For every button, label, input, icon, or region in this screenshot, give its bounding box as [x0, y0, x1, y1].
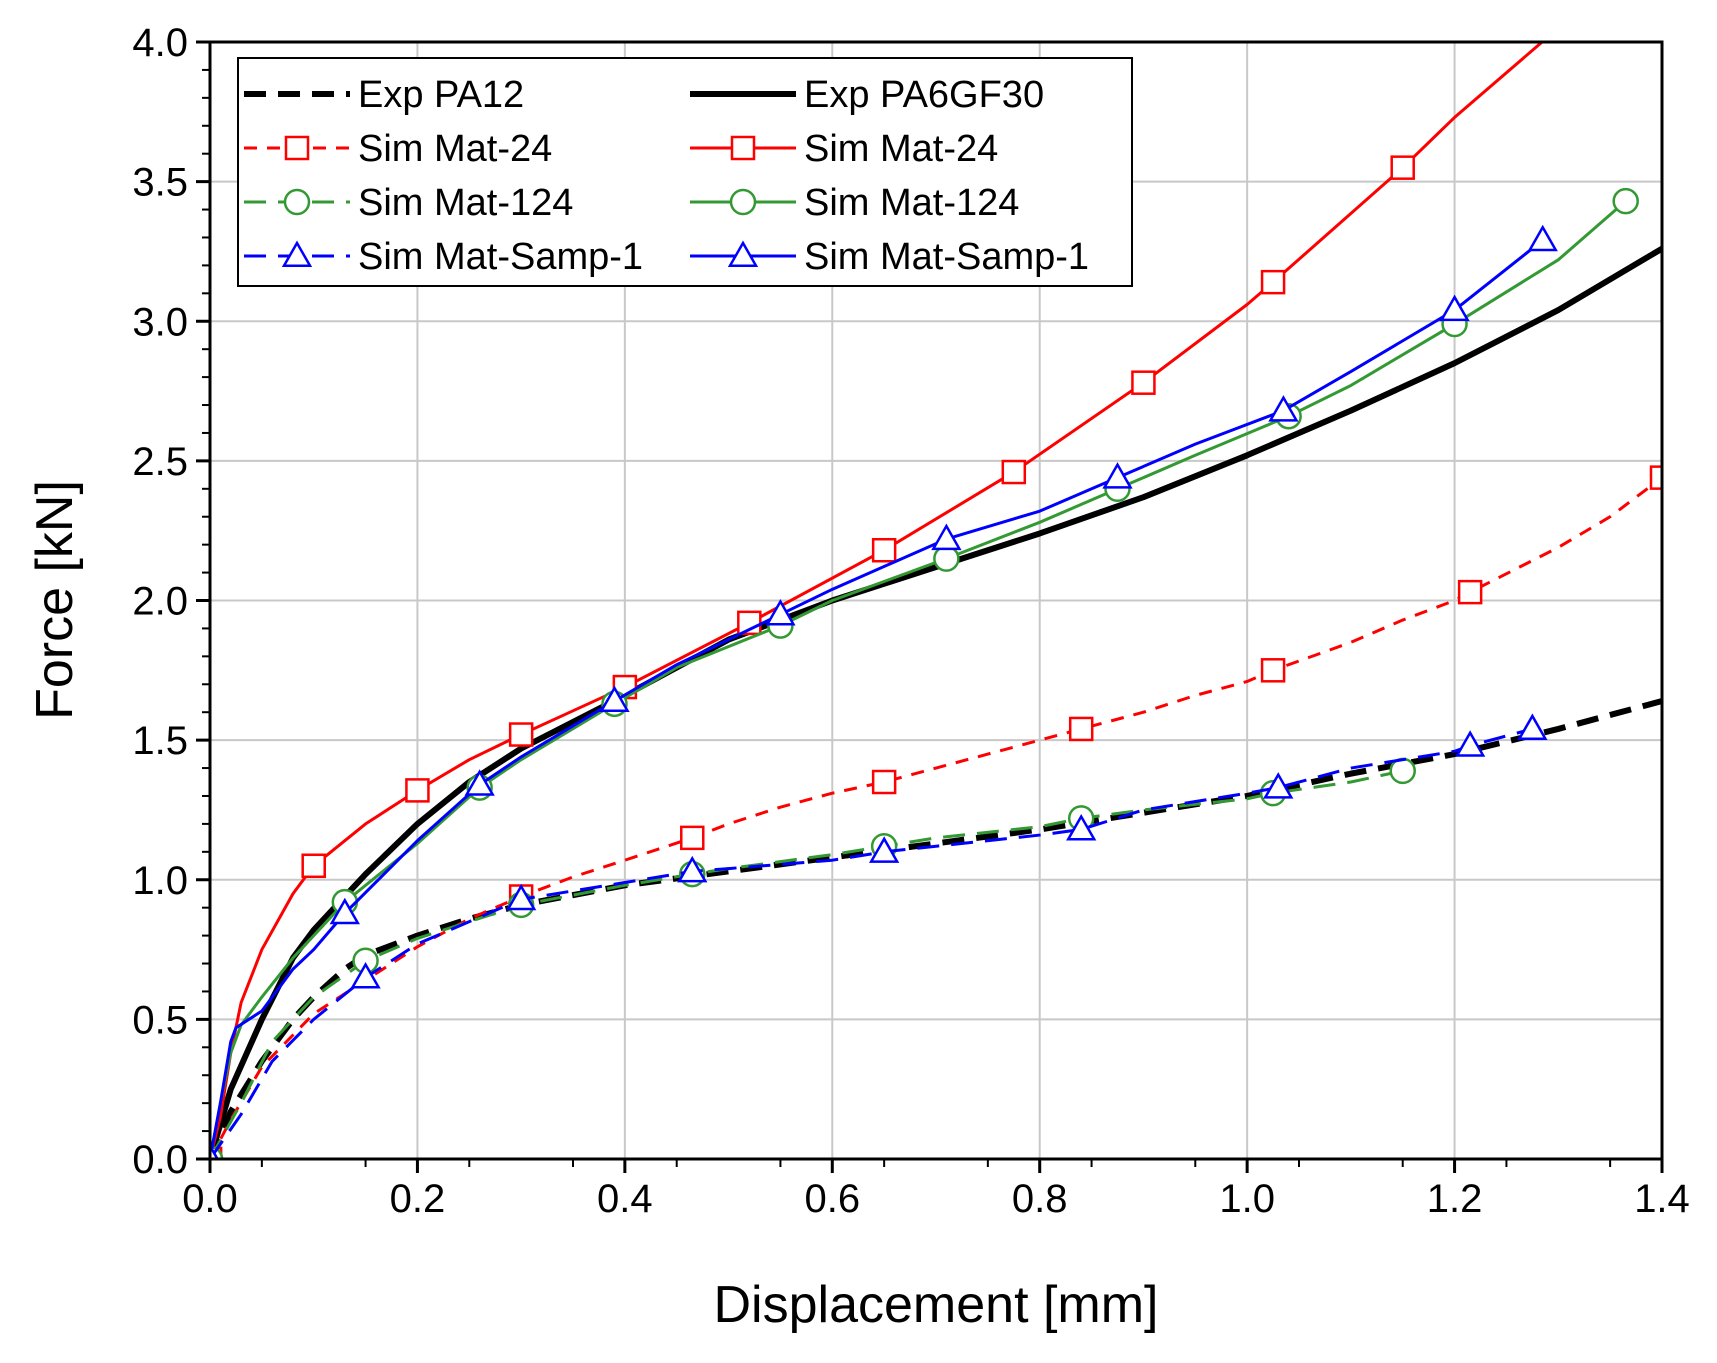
legend-label: Exp PA12 [358, 74, 524, 116]
legend-label: Sim Mat-24 [358, 128, 552, 170]
data-point [1454, 730, 1486, 757]
legend-item: Exp PA6GF30 [690, 74, 1044, 116]
data-point [301, 853, 326, 879]
data-point [1527, 224, 1558, 252]
data-point [1439, 294, 1470, 322]
plot-frame [208, 40, 1664, 1161]
data-point [350, 961, 381, 989]
data-point [405, 778, 430, 803]
legend-item: Sim Mat-124 [244, 182, 573, 224]
data-point [505, 883, 537, 911]
legend-item: Sim Mat-24 [690, 128, 998, 170]
legend-marker [281, 240, 313, 267]
tick-labels: 0.0 0.2 0.4 0.6 0.8 1.0 1.2 1.4 0.0 0.5 1.0 1.5 2.0 2… [132, 21, 1689, 1221]
series-layer [210, 42, 1662, 1159]
data-point [1260, 269, 1286, 295]
data-point [765, 598, 796, 626]
y-tick-label: 0.0 [132, 1138, 188, 1182]
x-tick-label: 0.4 [597, 1177, 653, 1221]
data-point [677, 855, 708, 883]
legend-label: Sim Mat-Samp-1 [358, 236, 643, 278]
data-point [464, 769, 495, 796]
legend-label: Sim Mat-124 [804, 182, 1019, 224]
legend-label: Sim Mat-Samp-1 [804, 236, 1089, 278]
data-point [871, 769, 897, 795]
data-point [871, 537, 897, 563]
data-point [1068, 716, 1094, 742]
x-tick-label: 0.0 [182, 1177, 238, 1221]
legend-marker [284, 135, 310, 161]
data-point [329, 897, 360, 925]
data-point [1001, 459, 1027, 485]
legend-item: Sim Mat-Samp-1 [690, 236, 1089, 278]
series-sim-mat-samp-1-dashed [210, 713, 1548, 1159]
data-point [1268, 395, 1299, 422]
x-tick-label: 1.4 [1634, 1177, 1690, 1221]
data-point [1066, 813, 1097, 841]
legend-item: Sim Mat-124 [690, 182, 1019, 224]
data-point [1102, 462, 1133, 489]
data-point [1612, 187, 1639, 215]
y-tick-label: 3.0 [132, 300, 188, 344]
legend-marker [283, 188, 311, 216]
legend-label: Exp PA6GF30 [804, 74, 1044, 116]
legend-marker [730, 135, 756, 161]
y-tick-label: 2.5 [132, 440, 188, 484]
data-point [1517, 713, 1548, 740]
legend-item: Exp PA12 [244, 74, 524, 116]
series-line [210, 769, 1404, 1159]
x-axis-title: Displacement [mm] [714, 1276, 1159, 1334]
legend-item: Sim Mat-Samp-1 [244, 236, 643, 278]
data-point [1260, 658, 1286, 683]
y-tick-label: 1.0 [132, 859, 188, 903]
y-tick-label: 2.0 [132, 580, 188, 624]
data-point [680, 825, 705, 851]
data-point [1131, 370, 1156, 395]
legend-box [237, 57, 1133, 287]
y-tick-label: 3.5 [132, 161, 188, 205]
series-sim-mat-24-solid [210, 42, 1545, 1159]
legend-label: Sim Mat-24 [804, 128, 998, 170]
legend-marker [729, 188, 757, 216]
y-tick-label: 4.0 [132, 21, 188, 65]
data-point [1649, 465, 1662, 490]
y-tick-label: 0.5 [132, 998, 188, 1042]
x-tick-label: 1.2 [1427, 1177, 1483, 1221]
x-tick-label: 0.8 [1012, 1177, 1068, 1221]
legend-item: Sim Mat-24 [244, 128, 552, 170]
data-point [599, 685, 630, 713]
y-tick-label: 1.5 [132, 719, 188, 763]
data-point [210, 1143, 219, 1159]
legend-label: Sim Mat-124 [358, 182, 573, 224]
data-point [868, 836, 900, 863]
x-tick-label: 0.2 [390, 1177, 446, 1221]
data-point [1457, 579, 1483, 605]
data-point [931, 523, 962, 551]
data-point [933, 545, 960, 572]
axis-ticks [196, 40, 1664, 1173]
data-point [1263, 772, 1294, 799]
data-point [1390, 155, 1415, 180]
x-tick-label: 0.6 [804, 1177, 860, 1221]
x-tick-label: 1.0 [1219, 1177, 1275, 1221]
data-point [508, 722, 534, 747]
legend-marker [727, 240, 759, 267]
y-axis-title: Force [kN] [26, 480, 84, 720]
series-sim-mat-samp-1-solid [210, 224, 1558, 1159]
legend: Exp PA12 Exp PA6GF30 Sim Mat-24 Sim Mat-24 S… [237, 57, 1133, 287]
